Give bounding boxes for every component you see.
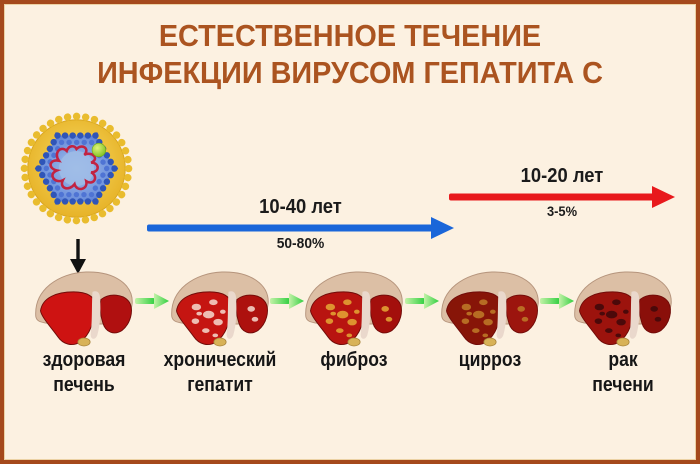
chronic-phase-duration: 10-40 лет — [259, 196, 342, 218]
page-title: ЕСТЕСТВЕННОЕ ТЕЧЕНИЕ ИНФЕКЦИИ ВИРУСОМ ГЕ… — [28, 17, 672, 91]
stage-chronic-hepatitis: хронический гепатит — [154, 267, 286, 398]
chronic-phase-arrow-icon — [147, 217, 454, 239]
progression-arrow-icon — [135, 293, 169, 309]
hcv-virus-icon — [20, 112, 133, 225]
title-line-2: ИНФЕКЦИИ ВИРУСОМ ГЕПАТИТА С — [97, 55, 603, 90]
stage-healthy-liver: здоровая печень — [18, 267, 150, 398]
progression-arrow-icon — [270, 293, 304, 309]
liver-cancer-icon — [574, 271, 672, 347]
stage-label: здоровая печень — [42, 349, 126, 396]
protein-sphere — [91, 142, 107, 158]
late-phase-duration: 10-20 лет — [520, 165, 604, 187]
late-phase-probability: 3-5% — [546, 203, 578, 219]
fibrosis-liver-icon — [305, 271, 403, 347]
infection-down-arrow-icon — [70, 239, 86, 274]
healthy-liver-icon — [35, 271, 133, 347]
stage-label: хронический гепатит — [163, 349, 277, 396]
chronic-hepatitis-liver-icon — [171, 271, 269, 347]
progression-arrow-icon — [405, 293, 439, 309]
rna-strand — [49, 145, 99, 191]
stage-label: фиброз — [320, 349, 388, 371]
late-phase-arrow-icon — [449, 186, 675, 208]
chronic-phase-probability: 50-80% — [276, 235, 325, 252]
progression-arrow-icon — [540, 293, 574, 309]
stage-cirrhosis: цирроз — [424, 267, 556, 373]
cirrhosis-liver-icon — [441, 271, 539, 347]
stage-fibrosis: фиброз — [288, 267, 420, 373]
stage-label: цирроз — [458, 349, 522, 371]
stage-label: рак печени — [592, 349, 654, 396]
stage-liver-cancer: рак печени — [557, 267, 689, 398]
title-line-1: ЕСТЕСТВЕННОЕ ТЕЧЕНИЕ — [158, 18, 542, 53]
